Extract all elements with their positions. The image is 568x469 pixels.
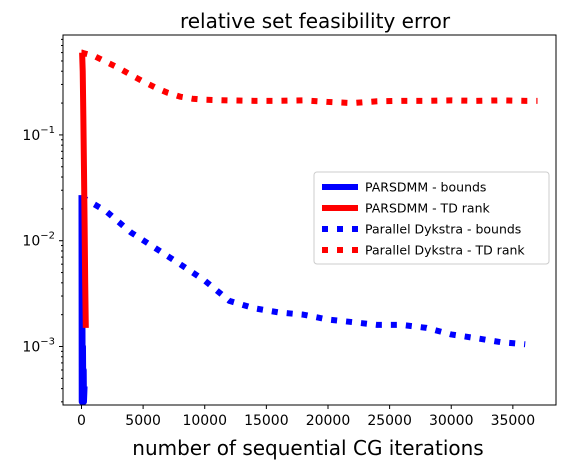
x-tick-label: 15000 <box>244 413 289 429</box>
x-tick-label: 35000 <box>491 413 536 429</box>
series-line-3 <box>79 194 526 348</box>
legend-label-2: PARSDMM - TD rank <box>365 201 491 216</box>
x-axis-label: number of sequential CG iterations <box>132 436 483 460</box>
y-tick-label: 10−3 <box>22 337 55 356</box>
legend-label-1: PARSDMM - bounds <box>365 180 486 195</box>
legend-label-4: Parallel Dykstra - TD rank <box>365 243 525 258</box>
plot-frame <box>62 34 557 406</box>
y-tick-label: 10−2 <box>22 231 55 250</box>
legend: PARSDMM - bounds PARSDMM - TD rank Paralle… <box>313 171 550 265</box>
x-tick-label: 30000 <box>429 413 474 429</box>
legend-box <box>313 171 550 265</box>
chart-title: relative set feasibility error <box>180 9 451 33</box>
series-layer <box>78 49 538 405</box>
y-tick-label: 10−1 <box>22 125 55 144</box>
series-line-1 <box>78 195 88 405</box>
y-axis: 10−3 10−2 10−1 <box>22 38 63 403</box>
x-tick-label: 0 <box>77 413 86 429</box>
series-line-4 <box>80 49 538 107</box>
x-tick-label: 20000 <box>306 413 351 429</box>
x-tick-label: 10000 <box>182 413 227 429</box>
legend-label-3: Parallel Dykstra - bounds <box>365 222 521 237</box>
x-tick-label: 25000 <box>367 413 412 429</box>
series-line-2 <box>79 49 89 328</box>
x-tick-label: 5000 <box>125 413 161 429</box>
x-axis: 0 5000 10000 15000 20000 25000 30000 35000 <box>77 405 535 429</box>
